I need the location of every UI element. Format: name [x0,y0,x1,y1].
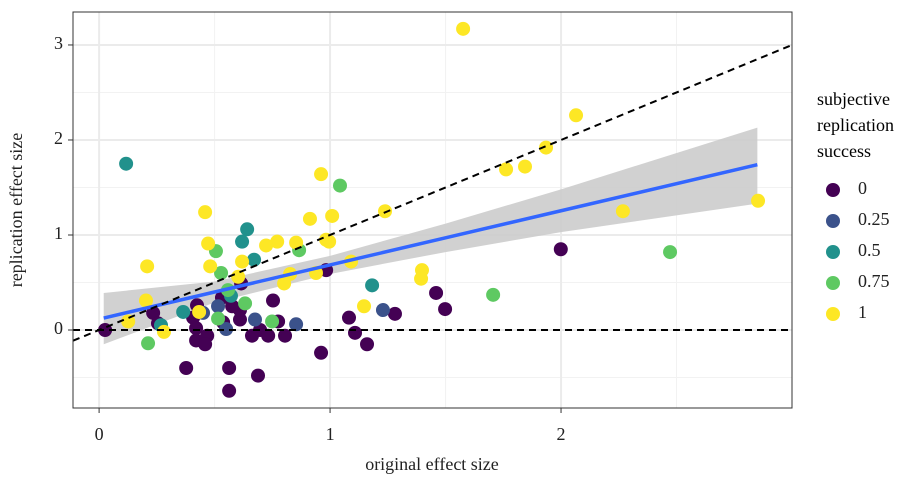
data-point [248,312,263,327]
data-point [357,299,372,314]
data-point [238,296,253,311]
data-point [201,236,216,251]
y-axis-label: replication effect size [6,133,26,288]
data-point [235,234,250,249]
data-point [387,306,402,321]
data-point [192,304,207,319]
data-point [219,322,234,337]
data-point [140,259,155,274]
data-point [360,337,375,352]
data-point [518,159,533,174]
x-tick-label: 0 [95,424,104,444]
legend-marker [826,276,840,290]
data-point [119,156,134,171]
data-point [414,271,429,286]
data-point [438,302,453,317]
data-point [278,328,293,343]
data-point [138,293,153,308]
data-point [176,304,191,319]
data-point [499,162,514,177]
data-point [231,269,246,284]
confidence-band [103,127,758,345]
panel-border [72,11,793,409]
data-point [332,178,347,193]
data-point [189,321,204,336]
data-point [270,234,285,249]
legend-label: 0 [858,178,867,198]
data-point [121,314,136,329]
data-point [240,222,255,237]
legend-marker [826,183,840,197]
data-point [314,167,329,182]
data-point [289,317,304,332]
legend-marker [826,245,840,259]
data-point [751,193,766,208]
data-point [141,336,156,351]
data-point [289,235,304,250]
data-point [342,310,357,325]
data-point [198,337,213,352]
data-point [486,287,501,302]
data-point [375,303,390,318]
data-point [214,265,229,280]
data-point [277,276,292,291]
legend-marker [826,214,840,228]
y-tick-label: 0 [54,318,63,338]
legend-label: 0.75 [858,271,890,291]
data-point [314,345,329,360]
data-point [539,140,554,155]
data-point [251,368,266,383]
data-point [302,211,317,226]
x-tick-label: 2 [557,424,566,444]
legend-marker [826,307,840,321]
data-point [259,238,274,253]
data-point [569,108,584,123]
y-tick-label: 3 [54,33,63,53]
data-point [261,328,276,343]
data-point [235,254,250,269]
legend-title: subjective replication success [817,89,894,161]
data-point [146,305,161,320]
data-point [378,204,393,219]
y-tick-label: 2 [54,128,63,148]
data-point [157,324,172,339]
data-point [429,285,444,300]
data-point [663,245,678,260]
x-axis-label: original effect size [365,454,499,474]
data-point [266,293,281,308]
fit-line [103,162,758,320]
data-point [203,259,218,274]
data-point [456,21,471,36]
data-point [615,204,630,219]
data-point [365,278,380,293]
data-point [322,234,337,249]
data-point [211,311,226,326]
data-point [348,325,363,340]
data-point [179,361,194,376]
legend-label: 1 [858,302,867,322]
data-point [222,361,237,376]
legend-label: 0.25 [858,209,890,229]
reference-line [72,44,793,342]
legend-label: 0.5 [858,240,881,260]
y-tick-label: 1 [54,223,63,243]
data-point [211,299,226,314]
x-tick-label: 1 [326,424,335,444]
data-point [325,208,340,223]
data-point [247,252,262,267]
data-point [265,314,280,329]
data-point [222,383,237,398]
data-point [198,205,213,220]
data-point [553,242,568,257]
